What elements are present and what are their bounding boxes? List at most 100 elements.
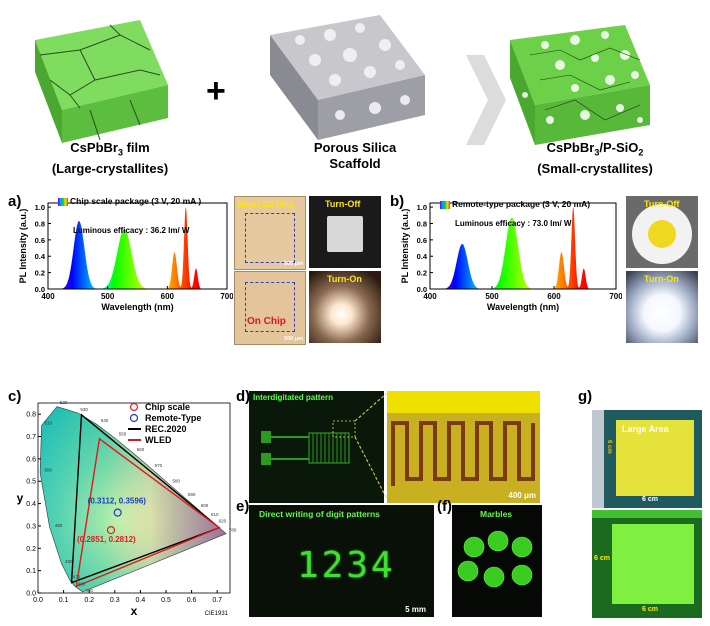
cie-wavelength-label: 510: [45, 420, 53, 425]
specA-y-tick-label: 0.0: [35, 285, 45, 294]
specA-y-axis-label: PL Intensity (a.u.): [18, 209, 28, 284]
cie-wavelength-label: 540: [101, 418, 109, 423]
cie-wavelength-label: 590: [188, 492, 196, 497]
cie-point-label-0: (0.2851, 0.2812): [77, 535, 136, 544]
silica-label: Porous Silica Scaffold: [313, 140, 397, 171]
panel-c-letter: c): [8, 388, 22, 405]
cie-y-tick-label: 0.8: [26, 412, 36, 419]
cie-y-tick-label: 0.5: [26, 479, 36, 486]
rec2020-triangle: [70, 413, 221, 584]
cie-wavelength-label: 520: [60, 400, 68, 405]
turn-on-label-a: Turn-On: [327, 274, 362, 284]
cie-wavelength-label: 610: [211, 512, 219, 517]
composite-label: CsPbBr3/P-SiO2 (Small-crystallites): [537, 140, 653, 176]
turn-on-label-b: Turn-On: [644, 274, 679, 284]
specA-x-tick-label: 600: [161, 292, 175, 301]
panel-a-legend: Chip scale package (3 V, 20 mA ): [70, 196, 202, 206]
photo-blue-chip: Blue LED Chip 500 μm: [234, 196, 306, 270]
specA-spectrum-area: [48, 207, 227, 289]
cie-legend-label: Chip scale: [145, 402, 190, 412]
photo-marbles: Marbles: [452, 505, 542, 617]
cie-wavelength-label: 570: [155, 463, 163, 468]
photo-large-area-green: 6 cm 6 cm: [592, 510, 702, 618]
cie-y-tick-label: 0.6: [26, 456, 36, 463]
composite-box: [510, 25, 650, 145]
plus-sign: +: [206, 72, 226, 110]
cie-legend-label: Remote-Type: [145, 413, 201, 423]
cie-point-label-1: (0.3112, 0.3596): [88, 497, 147, 506]
panel-c-cie: (0.2851, 0.2812) (0.3112, 0.3596) 0.0 0.1 0.…: [17, 400, 237, 618]
cie-legend-marker: [129, 402, 139, 412]
led-board: [327, 216, 363, 252]
specA-x-tick-label: 400: [41, 292, 55, 301]
specB-x-tick-label: 500: [485, 292, 499, 301]
dim-label-3: 6 cm: [594, 555, 610, 562]
panel-b-spectrum: 400 500 600 700 0.0 0.2 0.4 0.6 0.8 1.0 Wavelength…: [400, 202, 622, 312]
blue-chip-label: Blue LED Chip: [238, 200, 294, 209]
cie-legend-label: WLED: [145, 435, 172, 445]
cie-wavelength-label: 530: [80, 407, 88, 412]
cie-x-tick-label: 0.7: [212, 597, 222, 604]
specA-y-tick-label: 0.6: [35, 236, 45, 245]
chip-outline-2: [245, 282, 295, 332]
cie-wavelength-label: 620: [219, 519, 227, 524]
wled-triangle: [75, 437, 221, 588]
specB-plot-frame: [429, 202, 617, 290]
cie-wavelength-label: 560: [137, 447, 145, 452]
cie-wavelength-label: 580: [173, 478, 181, 483]
ruler: [592, 410, 604, 508]
panel-f-letter: (f): [437, 498, 452, 515]
cie-y-tick-label: 0.7: [26, 434, 36, 441]
panel-b-efficacy: Luminous efficacy : 73.0 lm/ W: [455, 219, 572, 228]
zoom-lines: [354, 392, 388, 500]
dim-label-4: 6 cm: [642, 606, 658, 613]
panel-a-efficacy: Luminous efficacy : 36.2 lm/ W: [73, 226, 190, 235]
large-area-label: Large Area: [622, 424, 669, 434]
electrode-bar: [387, 391, 540, 413]
cie-x-tick-label: 0.3: [110, 597, 120, 604]
cie-wavelength-label: 380: [86, 588, 94, 593]
cie-point-0: [106, 526, 116, 535]
cie-wavelength-label: 490: [55, 523, 63, 528]
specA-y-tick-label: 0.2: [35, 269, 45, 278]
interdigitated-label: Interdigitated pattern: [253, 393, 334, 402]
specB-y-tick-label: 0.6: [417, 236, 427, 245]
cie-y-axis-label: y: [17, 491, 24, 505]
panel-g-letter: g): [578, 388, 593, 405]
digit-writing-label: Direct writing of digit patterns: [259, 509, 380, 519]
dim-label-1: 6 cm: [606, 440, 612, 454]
panel-e-letter: e): [236, 498, 250, 515]
specA-x-axis-label: Wavelength (nm): [101, 302, 173, 312]
chip-outline: [245, 213, 295, 263]
digit-pattern: 1234: [297, 545, 396, 586]
specB-y-axis-label: PL Intensity (a.u.): [400, 209, 410, 284]
photo-b-on: Turn-On: [626, 271, 698, 343]
cie-y-tick-label: 0.0: [26, 591, 36, 598]
photo-digits: Direct writing of digit patterns 1234 5 …: [249, 505, 434, 617]
rainbow-legend-icon-b: [440, 201, 450, 209]
rainbow-legend-icon: [58, 198, 68, 206]
cie-x-axis-label: x: [131, 604, 138, 618]
turn-off-label-b: Turn-Off: [644, 199, 680, 209]
specA-y-tick-label: 0.8: [35, 219, 45, 228]
cie-wavelength-label: 550: [119, 432, 127, 437]
photo-b-off: Turn-Off: [626, 196, 698, 268]
specB-y-tick-label: 0.0: [417, 285, 427, 294]
cie-wavelength-label: 780: [229, 528, 237, 533]
specA-y-tick-label: 1.0: [35, 203, 45, 212]
scale-bar-1: 500 μm: [284, 261, 303, 267]
arrow-chevron: [466, 55, 506, 145]
specB-x-tick-label: 400: [423, 292, 437, 301]
cie-legend-marker: [129, 413, 139, 423]
phosphor-disc: [648, 220, 676, 248]
cie-x-tick-label: 0.1: [59, 597, 69, 604]
yellow-film: [616, 420, 694, 496]
cie-x-tick-label: 0.0: [33, 597, 43, 604]
cie-footer: CIE1931: [205, 611, 229, 617]
specB-y-tick-label: 0.4: [417, 252, 428, 261]
cie-y-tick-label: 0.3: [26, 523, 36, 530]
top-illustration: [35, 15, 650, 145]
cie-x-tick-label: 0.5: [161, 597, 171, 604]
ruler-top: [592, 510, 702, 518]
cie-wavelength-label: 460: [78, 581, 86, 586]
